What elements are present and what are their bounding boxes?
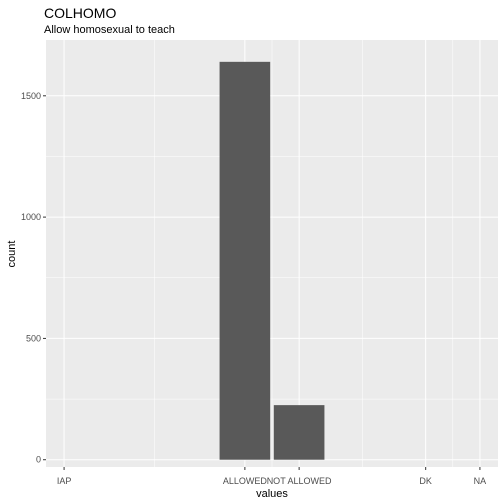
- bar: [219, 61, 271, 460]
- bar: [273, 405, 325, 460]
- x-tick-label: IAP: [57, 476, 72, 486]
- x-tick-label: NOT ALLOWED: [267, 476, 332, 486]
- x-tick-label: ALLOWED: [223, 476, 268, 486]
- bars: [219, 61, 325, 460]
- y-axis-ticks: 0 500 1000 1500: [21, 91, 46, 465]
- chart-title: COLHOMO: [44, 5, 116, 21]
- chart-subtitle: Allow homosexual to teach: [44, 24, 175, 36]
- grid-major: [46, 40, 498, 467]
- x-tick-label: DK: [419, 476, 432, 486]
- x-tick-label: NA: [474, 476, 487, 486]
- x-axis-ticks: IAP ALLOWED NOT ALLOWED DK NA: [57, 467, 486, 486]
- y-tick-label: 1000: [21, 212, 41, 222]
- y-tick-label: 500: [26, 333, 41, 343]
- y-axis-title: count: [6, 241, 18, 268]
- grid-minor: [46, 40, 498, 467]
- x-axis-title: values: [256, 488, 288, 500]
- y-tick-label: 1500: [21, 91, 41, 101]
- y-tick-label: 0: [36, 455, 41, 465]
